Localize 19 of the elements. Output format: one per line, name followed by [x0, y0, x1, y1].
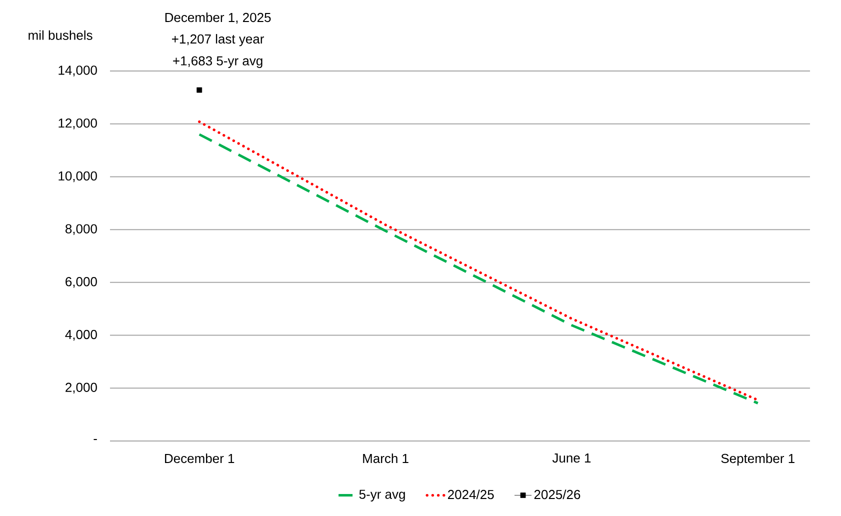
x-tick-label: June 1 [552, 454, 591, 463]
y-tick-label: 12,000 [58, 118, 97, 130]
y-tick-label: 6,000 [66, 277, 97, 288]
y-tick-label: 4,000 [65, 330, 97, 341]
x-tick-label: September 1 [721, 454, 794, 466]
legend-label: 2024/25 [448, 490, 494, 500]
text: December 1, 2025 [165, 12, 271, 24]
y-tick-label: - [94, 439, 97, 440]
y-axis-title: mil bushels [28, 30, 92, 40]
y-tick-label: 14,000 [58, 66, 97, 76]
text: +1,207 last year [172, 34, 264, 46]
x-tick-label: December 1 [165, 454, 234, 464]
x-tick-label: March 1 [363, 454, 408, 464]
y-tick-label: 8,000 [66, 224, 97, 235]
y-tick-label: 2,000 [66, 382, 97, 394]
legend-label: 2025/26 [534, 490, 580, 500]
legend-label: 5-yr avg [359, 490, 405, 502]
text: +1,683 5-yr avg [173, 56, 262, 68]
y-tick-label: 10,000 [58, 171, 97, 182]
